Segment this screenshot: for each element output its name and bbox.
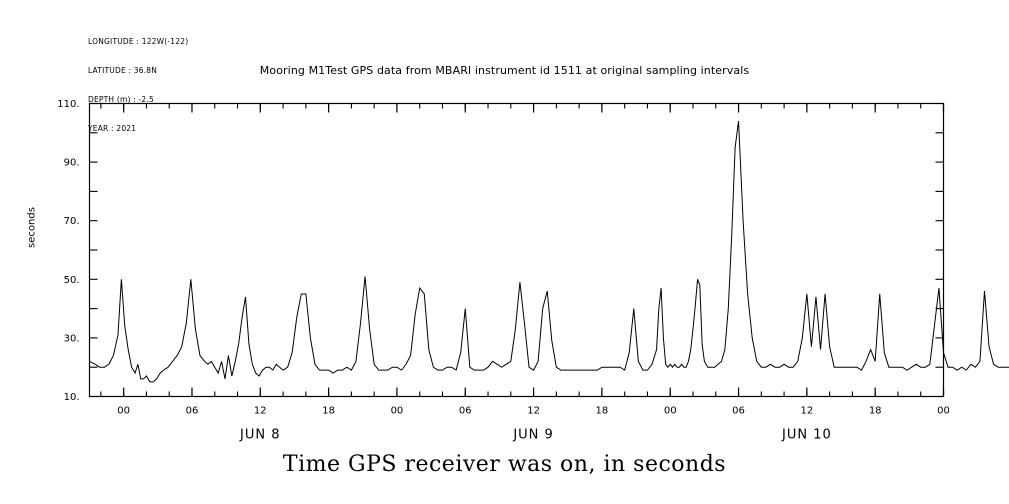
metadata-longitude: LONGITUDE : 122W(-122) — [88, 37, 189, 47]
svg-text:70.: 70. — [64, 216, 80, 227]
svg-text:110.: 110. — [57, 99, 79, 110]
svg-text:06: 06 — [459, 406, 472, 417]
svg-text:JUN 10: JUN 10 — [781, 428, 832, 443]
svg-text:06: 06 — [732, 406, 745, 417]
metadata-block: LONGITUDE : 122W(-122) LATITUDE : 36.8N … — [88, 18, 188, 152]
svg-text:00: 00 — [937, 406, 950, 417]
gps-duration-series — [89, 121, 1009, 383]
svg-text:JUN 8: JUN 8 — [239, 428, 280, 443]
svg-text:12: 12 — [800, 406, 813, 417]
svg-text:JUN 9: JUN 9 — [512, 428, 553, 443]
svg-text:18: 18 — [322, 406, 335, 417]
svg-text:12: 12 — [527, 406, 540, 417]
svg-text:06: 06 — [186, 406, 199, 417]
x-tick-labels: 00 06 12 18 00 06 12 18 00 06 12 18 00 — [117, 406, 950, 417]
chart-title: Mooring M1Test GPS data from MBARI instr… — [259, 64, 750, 77]
svg-text:00: 00 — [664, 406, 677, 417]
figure-caption: Time GPS receiver was on, in seconds — [282, 452, 727, 477]
svg-text:50.: 50. — [64, 275, 80, 286]
y-tick-labels: 10. 30. 50. 70. 90. 110. — [57, 99, 79, 403]
ticks-group — [89, 102, 945, 398]
axes-group — [88, 102, 945, 398]
svg-text:00: 00 — [117, 406, 130, 417]
metadata-depth: DEPTH (m) : -2.5 — [88, 94, 154, 104]
svg-text:18: 18 — [596, 406, 609, 417]
svg-text:12: 12 — [254, 406, 267, 417]
svg-text:10.: 10. — [64, 392, 80, 403]
metadata-latitude: LATITUDE : 36.8N — [88, 65, 158, 75]
svg-text:00: 00 — [391, 406, 404, 417]
svg-text:90.: 90. — [64, 158, 80, 169]
metadata-year: YEAR : 2021 — [88, 123, 137, 133]
svg-text:18: 18 — [869, 406, 882, 417]
svg-text:30.: 30. — [64, 333, 80, 344]
